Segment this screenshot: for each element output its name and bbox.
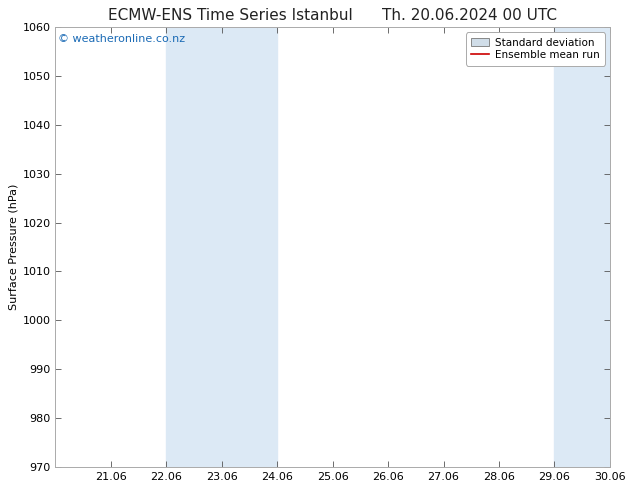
- Legend: Standard deviation, Ensemble mean run: Standard deviation, Ensemble mean run: [465, 32, 605, 66]
- Text: © weatheronline.co.nz: © weatheronline.co.nz: [58, 34, 185, 44]
- Bar: [554, 27, 610, 467]
- Y-axis label: Surface Pressure (hPa): Surface Pressure (hPa): [8, 184, 18, 310]
- Title: ECMW-ENS Time Series Istanbul      Th. 20.06.2024 00 UTC: ECMW-ENS Time Series Istanbul Th. 20.06.…: [108, 8, 557, 24]
- Bar: [166, 27, 277, 467]
